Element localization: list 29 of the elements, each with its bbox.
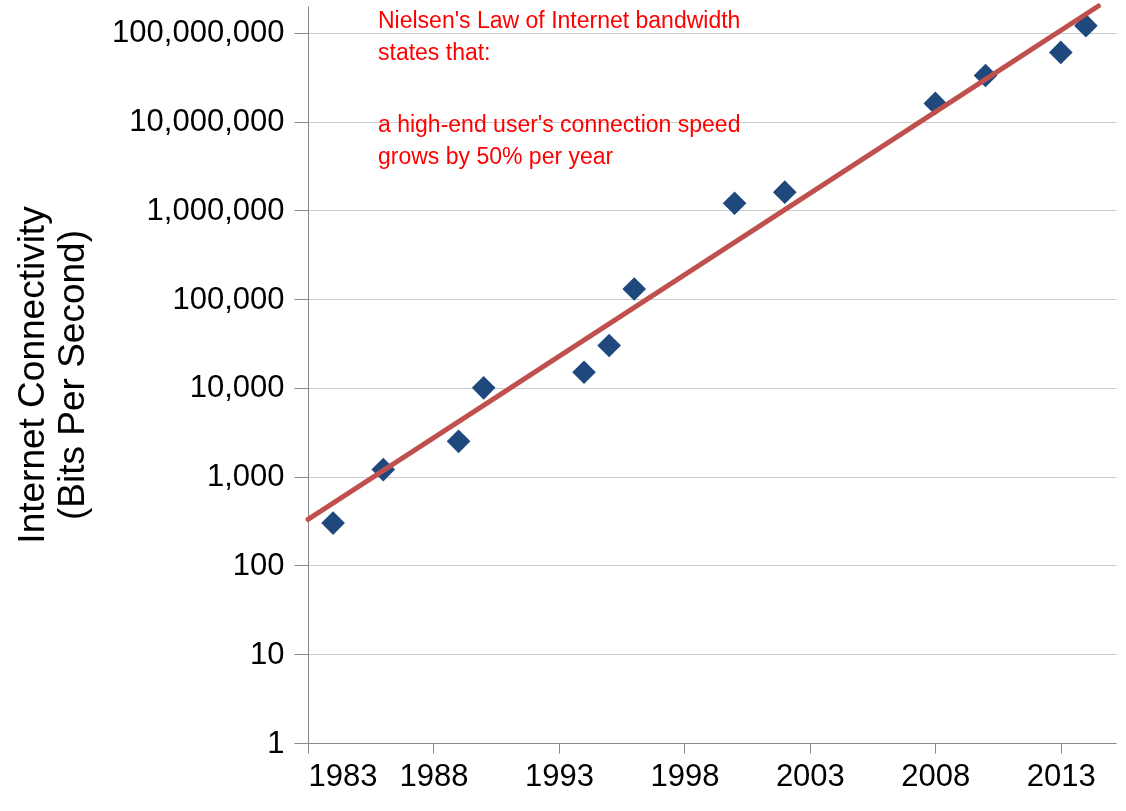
y-tick-label: 100,000,000 [112,14,285,50]
x-tick-label: 1993 [524,757,594,793]
y-axis-title: Internet Connectivity (Bits Per Second) [11,205,93,544]
point [772,180,797,204]
point [572,360,596,385]
y-tick-label: 10 [250,635,285,671]
point [722,191,747,216]
point [446,429,471,454]
annotation: Nielsen's Law of Internet bandwidth states that: [378,7,741,65]
annotation: a high-end user's connection speed grows by 50% per year [378,111,741,169]
y-tick-label: 100,000 [172,280,285,316]
x-tick-label: 2013 [1026,757,1096,793]
x-tick-label: 2008 [901,757,971,793]
x-tick-label: 1983 [308,757,378,793]
point [471,376,496,400]
y-tick-label: 1,000 [206,458,285,494]
y-tick-label: 100 [232,546,285,582]
point [622,277,647,301]
x-tick-label: 1998 [650,757,720,793]
point [597,333,621,358]
y-tick-label: 10,000 [189,369,285,405]
x-tick-label: 2003 [775,757,845,793]
y-tick-label: 1 [267,724,285,760]
point [1048,40,1073,65]
y-tick-label: 1,000,000 [146,191,285,227]
point [321,511,345,535]
y-tick-label: 10,000,000 [129,103,285,139]
point [1074,13,1098,38]
x-tick-label: 1988 [399,757,469,793]
